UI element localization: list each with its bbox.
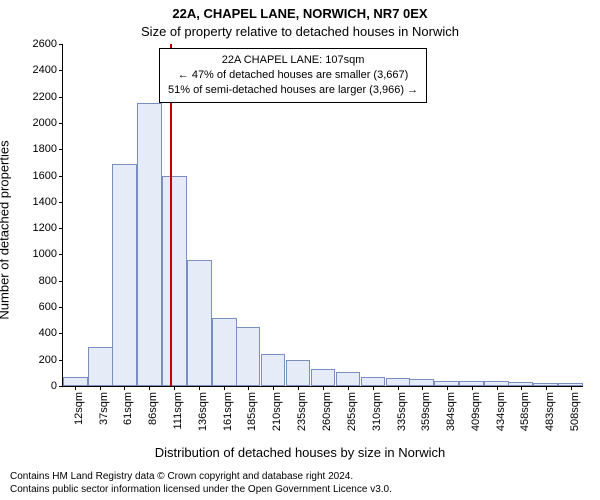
x-tick-mark: [472, 386, 473, 390]
histogram-bar: [212, 318, 237, 386]
x-tick-mark: [273, 386, 274, 390]
x-tick-label: 434sqm: [495, 392, 507, 431]
y-tick-label: 400: [39, 327, 63, 339]
y-tick-label: 2200: [33, 91, 63, 103]
histogram-bar: [386, 378, 411, 386]
x-tick-mark: [149, 386, 150, 390]
x-tick-label: 235sqm: [296, 392, 308, 431]
x-tick-mark: [323, 386, 324, 390]
attribution-line1: Contains HM Land Registry data © Crown c…: [10, 471, 392, 484]
x-tick-label: 111sqm: [172, 392, 184, 430]
y-tick-label: 1000: [33, 248, 63, 260]
annotation-box: 22A CHAPEL LANE: 107sqm← 47% of detached…: [159, 48, 427, 103]
x-tick-label: 185sqm: [246, 392, 258, 431]
y-tick-label: 600: [39, 301, 63, 313]
chart-title-main: 22A, CHAPEL LANE, NORWICH, NR7 0EX: [0, 6, 600, 21]
histogram-bar: [236, 327, 261, 386]
y-tick-label: 1600: [33, 170, 63, 182]
x-tick-mark: [398, 386, 399, 390]
x-tick-mark: [298, 386, 299, 390]
x-tick-label: 508sqm: [569, 392, 581, 431]
y-tick-label: 2600: [33, 38, 63, 50]
y-tick-label: 1400: [33, 196, 63, 208]
x-tick-mark: [521, 386, 522, 390]
y-tick-label: 0: [51, 380, 63, 392]
x-tick-mark: [199, 386, 200, 390]
x-tick-mark: [174, 386, 175, 390]
y-tick-label: 800: [39, 275, 63, 287]
x-tick-label: 384sqm: [445, 392, 457, 431]
histogram-bar: [336, 372, 361, 386]
x-axis-label: Distribution of detached houses by size …: [0, 445, 600, 460]
x-tick-mark: [224, 386, 225, 390]
x-tick-label: 86sqm: [147, 392, 159, 425]
x-tick-label: 409sqm: [470, 392, 482, 431]
x-tick-label: 161sqm: [222, 392, 234, 431]
plot-area: 0200400600800100012001400160018002000220…: [62, 44, 583, 387]
x-tick-label: 310sqm: [371, 392, 383, 431]
y-tick-label: 200: [39, 354, 63, 366]
histogram-bar: [311, 369, 336, 386]
x-tick-mark: [124, 386, 125, 390]
histogram-bar: [112, 164, 137, 386]
x-tick-label: 285sqm: [346, 392, 358, 431]
x-tick-label: 37sqm: [98, 392, 110, 425]
x-tick-label: 260sqm: [321, 392, 333, 431]
x-tick-mark: [546, 386, 547, 390]
x-tick-mark: [100, 386, 101, 390]
attribution-line2: Contains public sector information licen…: [10, 484, 392, 497]
y-tick-label: 1200: [33, 222, 63, 234]
x-tick-mark: [248, 386, 249, 390]
x-tick-label: 483sqm: [544, 392, 556, 431]
x-tick-label: 12sqm: [73, 392, 85, 425]
histogram-bar: [137, 103, 162, 386]
histogram-bar: [187, 260, 212, 386]
annotation-line1: 22A CHAPEL LANE: 107sqm: [168, 53, 418, 68]
x-tick-mark: [447, 386, 448, 390]
x-tick-mark: [571, 386, 572, 390]
histogram-bar: [261, 354, 286, 386]
histogram-bar: [162, 176, 187, 386]
histogram-bar: [88, 347, 113, 386]
x-tick-label: 359sqm: [420, 392, 432, 431]
attribution-text: Contains HM Land Registry data © Crown c…: [10, 471, 392, 496]
y-tick-label: 1800: [33, 143, 63, 155]
annotation-line2: ← 47% of detached houses are smaller (3,…: [168, 68, 418, 83]
x-tick-mark: [422, 386, 423, 390]
histogram-bar: [63, 377, 88, 386]
x-tick-mark: [75, 386, 76, 390]
x-tick-mark: [497, 386, 498, 390]
annotation-line3: 51% of semi-detached houses are larger (…: [168, 83, 418, 98]
x-tick-label: 210sqm: [271, 392, 283, 431]
y-tick-label: 2400: [33, 64, 63, 76]
x-tick-label: 458sqm: [519, 392, 531, 431]
x-tick-label: 335sqm: [396, 392, 408, 431]
chart-container: 22A, CHAPEL LANE, NORWICH, NR7 0EX Size …: [0, 0, 600, 500]
histogram-bar: [361, 377, 386, 386]
x-tick-label: 136sqm: [197, 392, 209, 431]
chart-title-sub: Size of property relative to detached ho…: [0, 24, 600, 39]
histogram-bar: [286, 360, 311, 386]
x-tick-label: 61sqm: [122, 392, 134, 425]
x-tick-mark: [373, 386, 374, 390]
x-tick-mark: [348, 386, 349, 390]
y-axis-label: Number of detached properties: [0, 51, 12, 230]
y-tick-label: 2000: [33, 117, 63, 129]
